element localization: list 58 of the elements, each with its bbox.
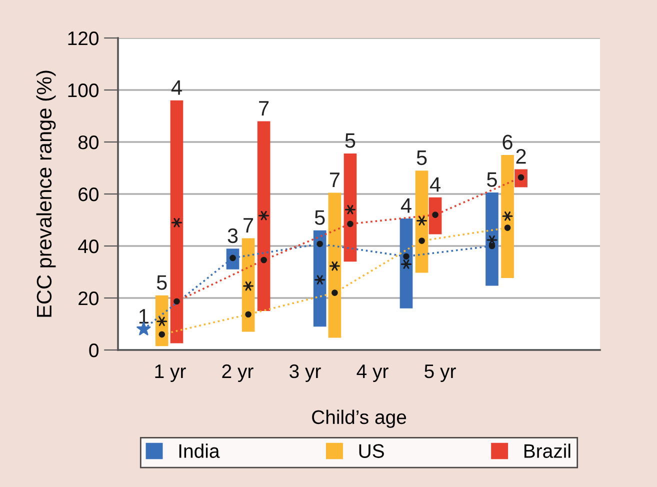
legend-label: Brazil	[524, 444, 570, 458]
x-axis-title: Child’s age	[312, 410, 406, 428]
point	[416, 216, 428, 226]
annotation: 5	[487, 172, 497, 187]
point	[486, 235, 498, 245]
annotation: 6	[502, 134, 512, 150]
annotation: 3	[228, 228, 238, 244]
x-tick-label: 3 yr	[290, 364, 321, 382]
x-tick-label: 2 yr	[222, 364, 254, 382]
y-tick-label: 60	[78, 187, 98, 202]
point	[258, 210, 270, 220]
bar	[242, 238, 255, 332]
point	[171, 218, 182, 228]
point	[332, 290, 338, 296]
legend-label: US	[359, 444, 384, 458]
point	[158, 331, 166, 338]
annotation: 2	[516, 149, 526, 164]
point	[347, 220, 354, 228]
point	[400, 260, 412, 269]
y-tick-label: 0	[89, 343, 98, 358]
annotation: 7	[259, 101, 269, 116]
point	[156, 316, 168, 326]
y-tick-label: 100	[68, 83, 98, 98]
annotation: 5	[416, 150, 427, 166]
x-tick-label: 4 yr	[356, 364, 388, 382]
point	[403, 253, 410, 260]
point	[136, 322, 151, 336]
point	[243, 281, 254, 291]
annotation: 4	[430, 177, 440, 192]
point	[488, 242, 496, 250]
legend-label: India	[179, 444, 220, 458]
y-tick-label: 20	[78, 291, 98, 306]
y-tick-label: 40	[78, 239, 98, 254]
annotation: 4	[171, 80, 182, 95]
annotation: 7	[244, 218, 254, 232]
annotation: 5	[156, 275, 167, 290]
annotation: 5	[345, 133, 356, 148]
bar	[428, 197, 442, 234]
annotation: 5	[314, 210, 325, 225]
y-axis-title: ECC prevalence range (%)	[36, 70, 56, 317]
point	[418, 238, 425, 244]
y-tick-label: 120	[68, 31, 98, 46]
point	[502, 211, 513, 221]
point	[174, 298, 180, 305]
annotation: 1	[139, 309, 148, 324]
x-tick-label: 5 yr	[424, 364, 456, 382]
point	[432, 212, 438, 218]
point	[316, 240, 324, 248]
y-tick-label: 80	[78, 135, 98, 150]
point	[504, 224, 511, 231]
point	[344, 204, 356, 214]
point	[260, 256, 267, 264]
annotation: 4	[400, 198, 412, 213]
point	[314, 275, 326, 284]
point	[329, 261, 340, 271]
x-tick-label: 1 yr	[155, 364, 186, 382]
point	[245, 311, 252, 318]
annotation: 7	[330, 172, 340, 187]
